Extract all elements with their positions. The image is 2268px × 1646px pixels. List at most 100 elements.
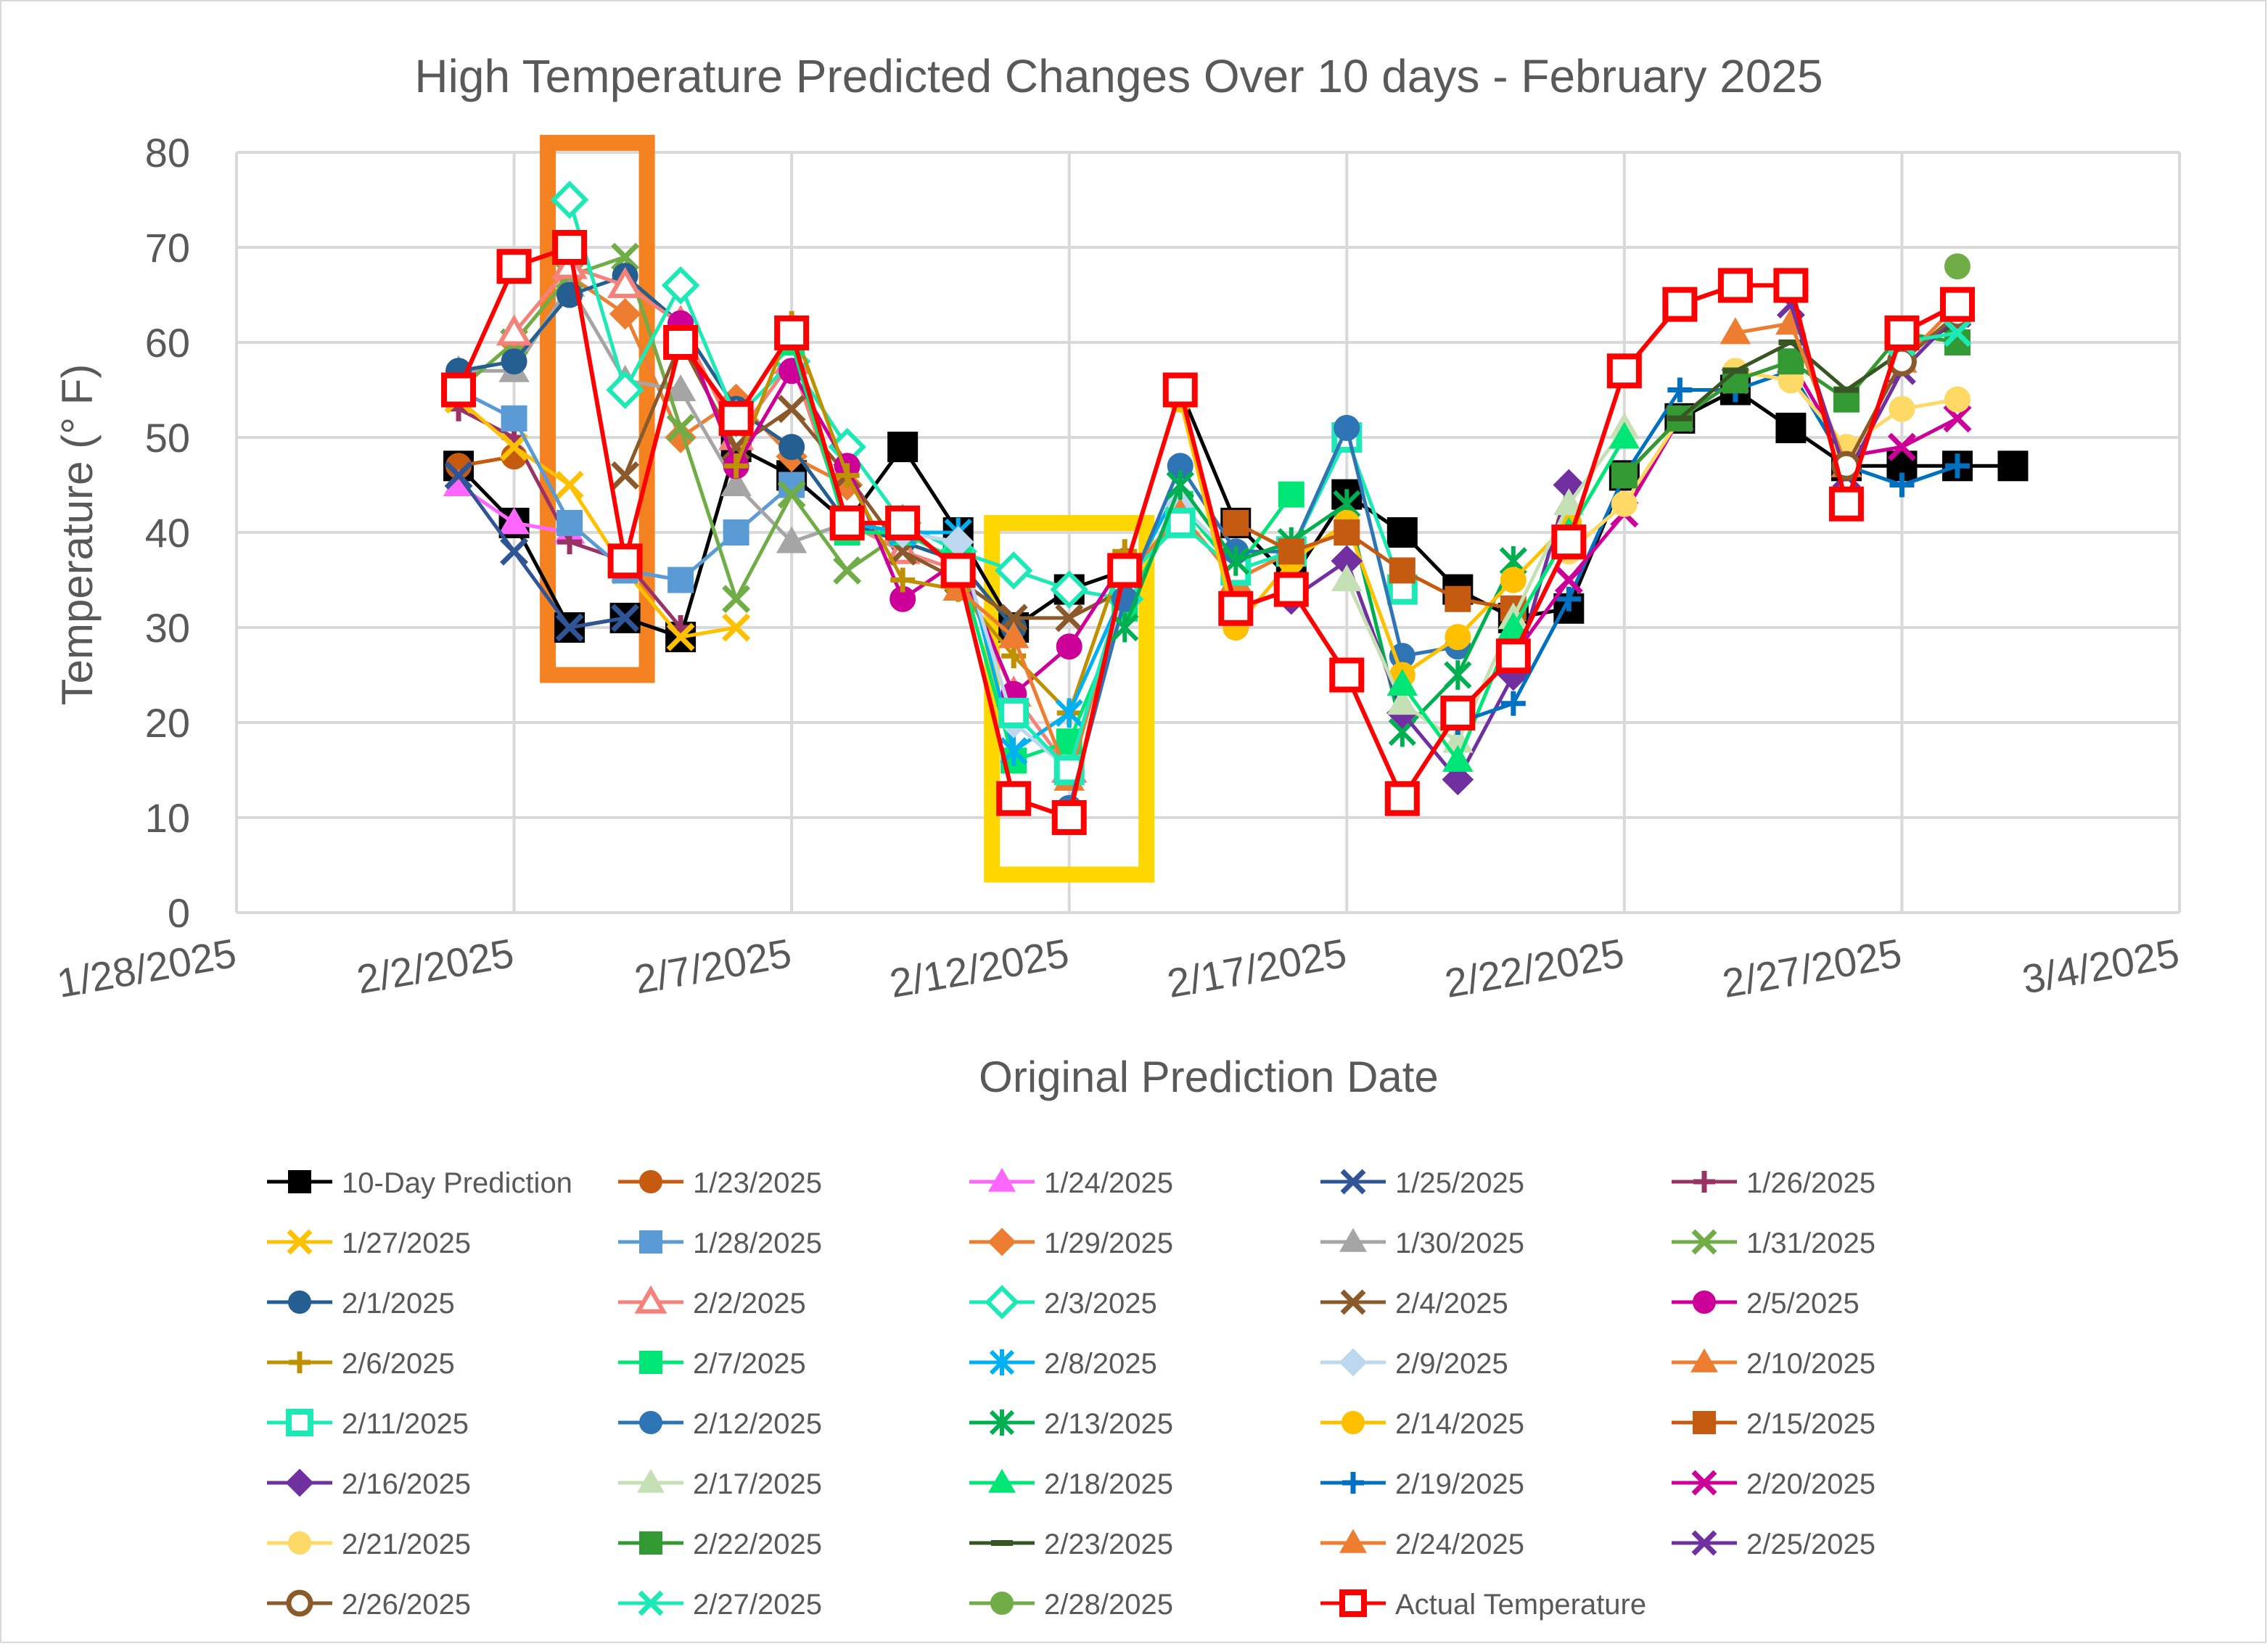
data-point [834,463,860,488]
legend-entry: 2/9/2025 [1320,1348,1508,1380]
data-point [1667,377,1693,403]
data-point [552,230,588,265]
legend-label: 2/4/2025 [1395,1288,1508,1320]
data-point [1166,470,1194,500]
legend-label: 2/5/2025 [1746,1288,1860,1320]
series [667,310,1138,707]
data-point [555,613,584,642]
data-point [722,585,751,614]
legend-label: 2/18/2025 [1044,1468,1173,1500]
x-tick-label: 3/4/2025 [2018,930,2182,1003]
legend-marker [1339,1348,1368,1377]
legend-marker [987,1227,1016,1256]
data-point [1442,763,1474,796]
legend-marker [637,1468,665,1493]
data-point [778,434,805,461]
legend-marker [1691,1470,1717,1496]
x-tick-label: 2/22/2025 [1442,930,1627,1006]
data-point [829,505,865,540]
legend-label: 1/25/2025 [1395,1167,1524,1199]
legend-marker [1340,1289,1366,1315]
y-axis-title: Temperature (° F) [53,364,102,706]
data-point [607,266,644,298]
y-tick-label: 40 [145,510,190,556]
legend-entry: 1/27/2025 [267,1227,471,1259]
data-point [1051,800,1087,835]
data-point [1556,586,1582,612]
data-point [1111,612,1139,643]
data-point [1717,268,1753,303]
x-tick-label: 2/2/2025 [353,930,517,1003]
legend-entry: 2/16/2025 [267,1468,471,1500]
legend-marker [1691,1530,1717,1556]
legend-entry: 10-Day Prediction [267,1167,572,1199]
data-point [998,621,1030,649]
y-tick-label: 70 [145,225,190,271]
data-point [720,469,752,496]
data-point [1386,669,1418,696]
data-point [1662,287,1698,322]
legend-label: 2/3/2025 [1044,1288,1157,1320]
x-tick-label: 2/27/2025 [1719,930,1905,1006]
data-point [1384,781,1420,816]
legend-label: 1/30/2025 [1395,1227,1524,1259]
data-point [774,315,810,350]
data-point [1331,564,1363,591]
legend-marker [988,1167,1016,1192]
data-point [1445,585,1471,612]
data-point [1553,488,1585,516]
y-tick-label: 80 [145,130,190,176]
legend-entry: 2/20/2025 [1672,1468,1875,1500]
x-axis-title: Original Prediction Date [979,1053,1439,1101]
legend-label: 1/29/2025 [1044,1227,1173,1259]
data-point [609,297,641,330]
x-tick-label: 2/17/2025 [1164,930,1349,1006]
legend-entry: 2/15/2025 [1672,1408,1875,1440]
data-point [550,181,589,219]
data-point [1500,691,1526,716]
data-point [501,348,527,375]
legend-label: 2/1/2025 [342,1288,455,1320]
legend-label: 2/8/2025 [1044,1348,1157,1380]
legend-marker [1342,1472,1364,1494]
data-point [444,461,473,490]
data-point [1278,538,1304,565]
legend-label: Actual Temperature [1395,1589,1646,1621]
data-point [500,537,529,566]
legend-entry: 2/8/2025 [969,1348,1157,1380]
legend-entry: 2/18/2025 [969,1468,1173,1500]
data-point [1944,453,1970,479]
legend-marker [1693,1171,1715,1193]
data-point [723,453,749,479]
series-line [1345,427,1626,744]
legend: 10-Day Prediction 1/23/2025 1/24/2025 1/25/… [267,1167,1875,1621]
series-line [1457,369,1958,725]
legend-label: 2/9/2025 [1395,1348,1508,1380]
data-point [885,505,921,540]
legend-label: 1/27/2025 [342,1227,471,1259]
legend-label: 2/21/2025 [342,1528,471,1560]
legend-marker [634,1285,667,1314]
data-point [667,567,694,593]
legend-marker [1340,1169,1366,1195]
data-point [1107,553,1143,588]
data-point [555,471,584,499]
data-point [776,526,808,554]
legend-label: 2/25/2025 [1746,1528,1875,1560]
data-point [663,325,699,360]
legend-label: 2/10/2025 [1746,1348,1875,1380]
data-point [1606,353,1642,389]
legend-entry: 2/22/2025 [618,1528,822,1560]
data-point [1056,633,1082,660]
data-point [607,543,643,579]
series-layer [441,181,2029,835]
data-point [1386,517,1418,548]
legend-marker [289,1351,311,1373]
legend-label: 2/23/2025 [1044,1528,1173,1560]
series [1223,509,1527,622]
data-point [496,314,533,346]
legend-entry: 2/27/2025 [618,1589,822,1621]
series [444,461,640,642]
legend-marker [639,1170,662,1193]
data-point [1497,612,1529,639]
